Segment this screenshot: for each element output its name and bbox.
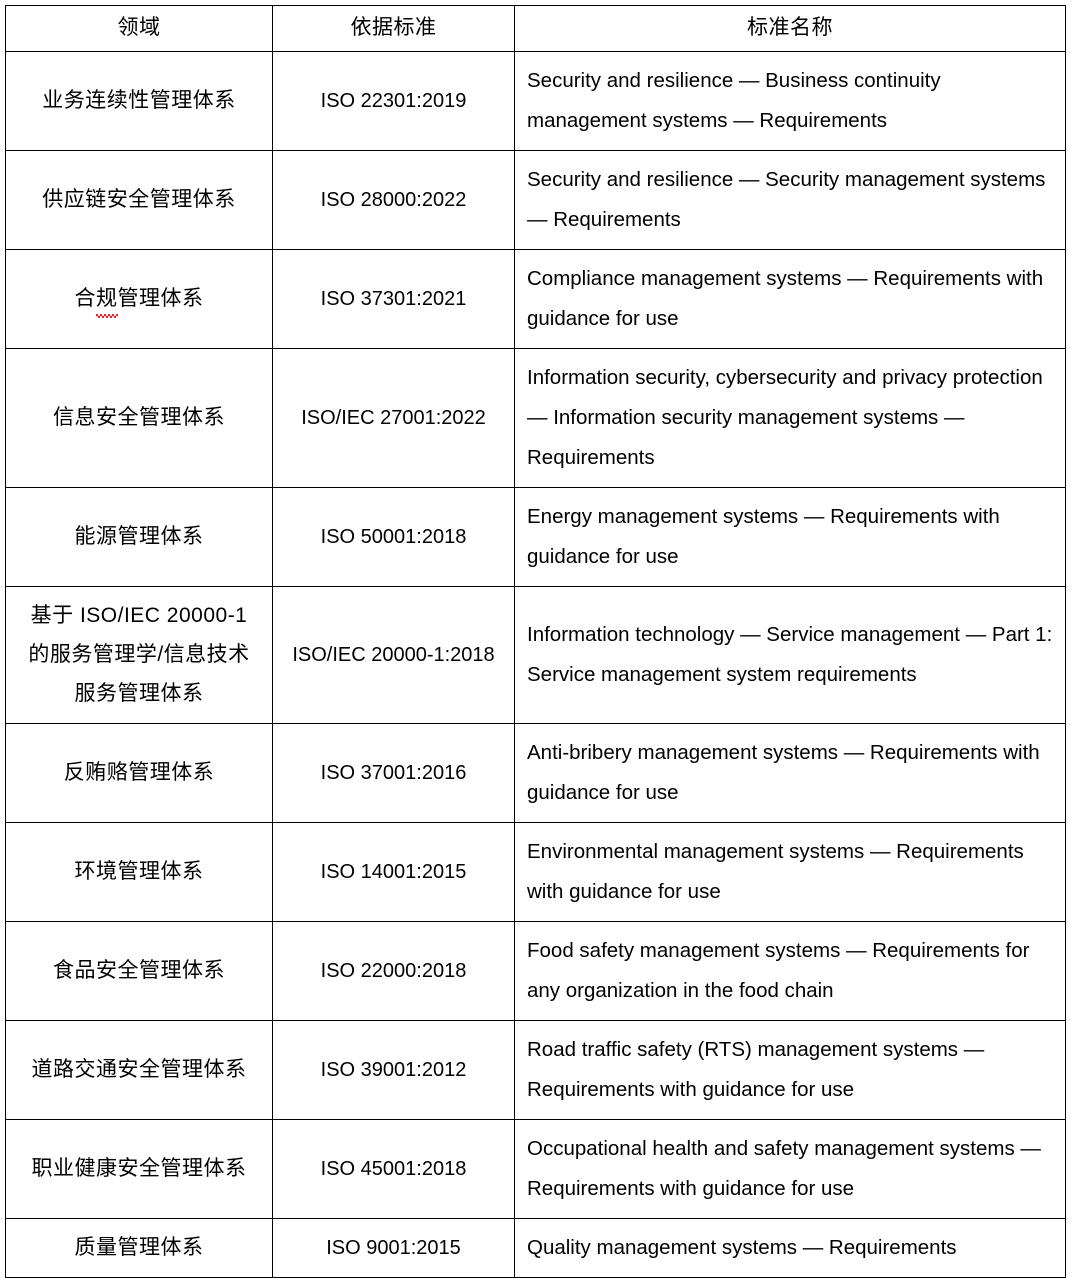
cell-standard-name: Security and resilience — Security manag… [514,150,1066,251]
cell-domain: 道路交通安全管理体系 [5,1020,273,1121]
cell-domain: 合规管理体系 [5,249,273,350]
spellcheck-underlined-word: 规 [96,282,118,319]
table-row: 环境管理体系 ISO 14001:2015 Environmental mana… [5,822,1066,923]
document-page: 领域 依据标准 标准名称 业务连续性管理体系 ISO 22301:2019 Se… [5,4,1066,1278]
cell-domain: 反贿赂管理体系 [5,723,273,824]
domain-text-suffix: 管理体系 [117,286,204,310]
cell-domain: 环境管理体系 [5,822,273,923]
cell-standard: ISO 22000:2018 [272,921,515,1022]
cell-standard-name: Compliance management systems — Requirem… [514,249,1066,350]
cell-standard: ISO 37301:2021 [272,249,515,350]
cell-standard-name: Information security, cybersecurity and … [514,348,1066,488]
cell-standard-name: Quality management systems — Requirement… [514,1218,1066,1278]
cell-standard: ISO 28000:2022 [272,150,515,251]
cell-domain: 职业健康安全管理体系 [5,1119,273,1220]
table-row: 合规管理体系 ISO 37301:2021 Compliance managem… [5,249,1066,350]
table-row: 反贿赂管理体系 ISO 37001:2016 Anti-bribery mana… [5,723,1066,824]
cell-domain: 信息安全管理体系 [5,348,273,488]
column-header-domain: 领域 [5,4,273,53]
cell-standard: ISO 37001:2016 [272,723,515,824]
cell-standard-name: Food safety management systems — Require… [514,921,1066,1022]
cell-domain: 供应链安全管理体系 [5,150,273,251]
table-row: 基于 ISO/IEC 20000-1 的服务管理学/信息技术服务管理体系 ISO… [5,585,1066,725]
cell-standard-name: Road traffic safety (RTS) management sys… [514,1020,1066,1121]
cell-standard-name: Environmental management systems — Requi… [514,822,1066,923]
iso-standards-table: 领域 依据标准 标准名称 业务连续性管理体系 ISO 22301:2019 Se… [5,4,1066,1278]
cell-standard: ISO 50001:2018 [272,486,515,587]
cell-standard-name: Anti-bribery management systems — Requir… [514,723,1066,824]
column-header-standard: 依据标准 [272,4,515,53]
table-row: 食品安全管理体系 ISO 22000:2018 Food safety mana… [5,921,1066,1022]
table-header-row: 领域 依据标准 标准名称 [5,4,1066,53]
cell-standard-name: Energy management systems — Requirements… [514,486,1066,587]
table-row: 信息安全管理体系 ISO/IEC 27001:2022 Information … [5,348,1066,488]
table-row: 能源管理体系 ISO 50001:2018 Energy management … [5,486,1066,587]
table-row: 质量管理体系 ISO 9001:2015 Quality management … [5,1218,1066,1278]
cell-domain: 业务连续性管理体系 [5,51,273,152]
cell-standard: ISO 22301:2019 [272,51,515,152]
table-header: 领域 依据标准 标准名称 [5,4,1066,53]
column-header-name: 标准名称 [514,4,1066,53]
cell-standard: ISO 39001:2012 [272,1020,515,1121]
domain-text-prefix: 合 [74,286,96,310]
cell-standard-name: Information technology — Service managem… [514,585,1066,725]
cell-standard: ISO 9001:2015 [272,1218,515,1278]
cell-standard: ISO 14001:2015 [272,822,515,923]
cell-standard-name: Occupational health and safety managemen… [514,1119,1066,1220]
cell-domain: 能源管理体系 [5,486,273,587]
cell-domain: 质量管理体系 [5,1218,273,1278]
table-row: 职业健康安全管理体系 ISO 45001:2018 Occupational h… [5,1119,1066,1220]
table-body: 业务连续性管理体系 ISO 22301:2019 Security and re… [5,51,1066,1278]
cell-domain: 食品安全管理体系 [5,921,273,1022]
cell-standard: ISO 45001:2018 [272,1119,515,1220]
cell-standard: ISO/IEC 27001:2022 [272,348,515,488]
cell-domain: 基于 ISO/IEC 20000-1 的服务管理学/信息技术服务管理体系 [5,585,273,725]
table-row: 业务连续性管理体系 ISO 22301:2019 Security and re… [5,51,1066,152]
table-row: 供应链安全管理体系 ISO 28000:2022 Security and re… [5,150,1066,251]
cell-standard-name: Security and resilience — Business conti… [514,51,1066,152]
cell-standard: ISO/IEC 20000-1:2018 [272,585,515,725]
table-row: 道路交通安全管理体系 ISO 39001:2012 Road traffic s… [5,1020,1066,1121]
